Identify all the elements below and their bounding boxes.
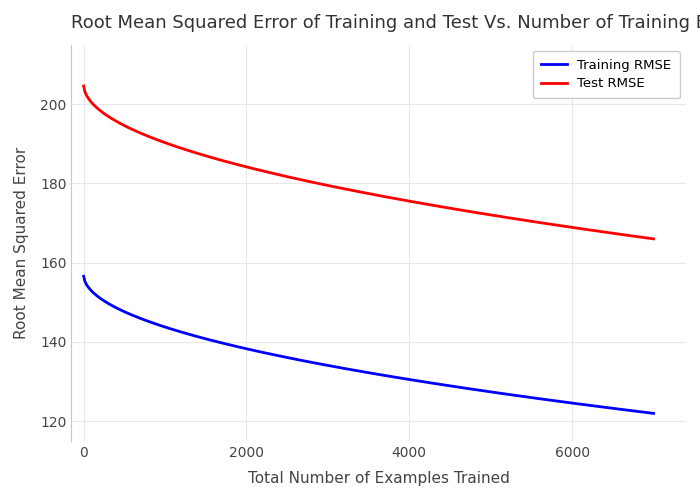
Test RMSE xyxy=(354,188,362,194)
Line: Test RMSE: Test RMSE xyxy=(84,86,654,239)
Training RMSE xyxy=(636,408,644,414)
Test RMSE xyxy=(547,221,555,227)
Line: Training RMSE: Training RMSE xyxy=(84,276,654,413)
Test RMSE xyxy=(419,200,427,206)
Training RMSE xyxy=(419,378,427,384)
Training RMSE xyxy=(388,374,396,380)
Text: Root Mean Squared Error of Training and Test Vs. Number of Training Examples: Root Mean Squared Error of Training and … xyxy=(71,14,700,32)
Test RMSE xyxy=(388,195,396,201)
Legend: Training RMSE, Test RMSE: Training RMSE, Test RMSE xyxy=(533,51,680,98)
Training RMSE xyxy=(650,410,658,416)
Training RMSE xyxy=(80,273,88,279)
Training RMSE xyxy=(350,367,358,373)
Y-axis label: Root Mean Squared Error: Root Mean Squared Error xyxy=(14,146,29,339)
Training RMSE xyxy=(354,368,362,374)
Test RMSE xyxy=(80,83,88,89)
X-axis label: Total Number of Examples Trained: Total Number of Examples Trained xyxy=(248,471,510,486)
Test RMSE xyxy=(650,236,658,242)
Training RMSE xyxy=(547,397,555,403)
Test RMSE xyxy=(636,234,644,240)
Test RMSE xyxy=(350,188,358,194)
